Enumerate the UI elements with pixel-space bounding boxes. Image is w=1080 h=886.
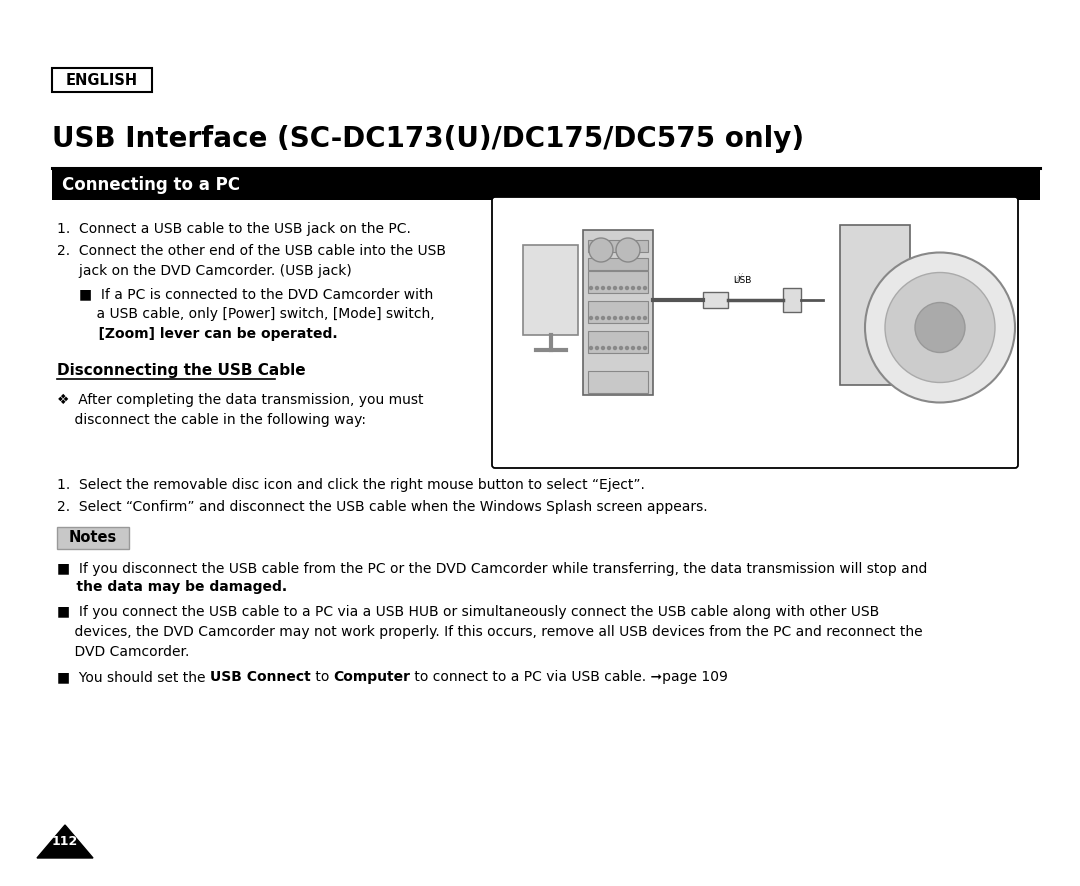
- Text: to: to: [311, 670, 334, 684]
- Text: USB Interface (SC-DC173(U)/DC175/DC575 only): USB Interface (SC-DC173(U)/DC175/DC575 o…: [52, 125, 805, 153]
- Circle shape: [644, 316, 647, 320]
- Text: ■  You should set the: ■ You should set the: [57, 670, 210, 684]
- Text: Disconnecting the USB Cable: Disconnecting the USB Cable: [57, 363, 306, 378]
- Text: [Zoom] lever can be operated.: [Zoom] lever can be operated.: [79, 327, 338, 341]
- Circle shape: [602, 316, 605, 320]
- Bar: [703, 292, 728, 308]
- Circle shape: [632, 346, 635, 349]
- Circle shape: [915, 302, 966, 353]
- Circle shape: [595, 316, 598, 320]
- Circle shape: [613, 316, 617, 320]
- FancyBboxPatch shape: [492, 197, 1018, 468]
- Bar: [588, 258, 648, 270]
- Bar: [588, 271, 648, 293]
- Circle shape: [637, 346, 640, 349]
- Circle shape: [865, 253, 1015, 402]
- Text: Notes: Notes: [69, 531, 117, 546]
- Circle shape: [637, 316, 640, 320]
- Circle shape: [644, 286, 647, 290]
- Text: 1.  Select the removable disc icon and click the right mouse button to select “E: 1. Select the removable disc icon and cl…: [57, 478, 645, 492]
- Circle shape: [589, 238, 613, 262]
- Text: disconnect the cable in the following way:: disconnect the cable in the following wa…: [57, 413, 366, 427]
- Bar: [52, 170, 1040, 200]
- Text: the data may be damaged.: the data may be damaged.: [57, 580, 287, 594]
- Text: USB Connect: USB Connect: [210, 670, 311, 684]
- Circle shape: [625, 346, 629, 349]
- Circle shape: [602, 286, 605, 290]
- Circle shape: [595, 346, 598, 349]
- Circle shape: [590, 286, 593, 290]
- Text: jack on the DVD Camcorder. (USB jack): jack on the DVD Camcorder. (USB jack): [57, 264, 352, 278]
- Text: 1.  Connect a USB cable to the USB jack on the PC.: 1. Connect a USB cable to the USB jack o…: [57, 222, 410, 236]
- Circle shape: [595, 286, 598, 290]
- Circle shape: [607, 286, 610, 290]
- Bar: [783, 288, 801, 312]
- Bar: [588, 331, 648, 353]
- Bar: [588, 301, 648, 323]
- Circle shape: [607, 316, 610, 320]
- Text: ■  If a PC is connected to the DVD Camcorder with: ■ If a PC is connected to the DVD Camcor…: [79, 287, 433, 301]
- Circle shape: [616, 238, 640, 262]
- Text: ❖  After completing the data transmission, you must: ❖ After completing the data transmission…: [57, 393, 423, 407]
- Circle shape: [644, 346, 647, 349]
- Circle shape: [885, 273, 995, 383]
- Circle shape: [590, 316, 593, 320]
- Text: ENGLISH: ENGLISH: [66, 73, 138, 88]
- Circle shape: [625, 286, 629, 290]
- Bar: [523, 245, 578, 335]
- Bar: [583, 230, 653, 395]
- Polygon shape: [37, 825, 93, 858]
- Text: 112: 112: [52, 835, 78, 848]
- Bar: [840, 225, 910, 385]
- Bar: [588, 371, 648, 393]
- Circle shape: [632, 286, 635, 290]
- Circle shape: [613, 286, 617, 290]
- Text: 2.  Connect the other end of the USB cable into the USB: 2. Connect the other end of the USB cabl…: [57, 244, 446, 258]
- Circle shape: [632, 316, 635, 320]
- Circle shape: [625, 316, 629, 320]
- Text: Connecting to a PC: Connecting to a PC: [62, 176, 240, 194]
- Bar: [57, 527, 129, 549]
- Circle shape: [620, 286, 622, 290]
- Text: ■  If you disconnect the USB cable from the PC or the DVD Camcorder while transf: ■ If you disconnect the USB cable from t…: [57, 562, 928, 576]
- Circle shape: [637, 286, 640, 290]
- Text: ☄: ☄: [733, 263, 743, 285]
- Circle shape: [607, 346, 610, 349]
- Text: 2.  Select “Confirm” and disconnect the USB cable when the Windows Splash screen: 2. Select “Confirm” and disconnect the U…: [57, 500, 707, 514]
- Circle shape: [613, 346, 617, 349]
- Circle shape: [620, 346, 622, 349]
- Circle shape: [602, 346, 605, 349]
- Text: Computer: Computer: [334, 670, 410, 684]
- Circle shape: [620, 316, 622, 320]
- Text: a USB cable, only [Power] switch, [Mode] switch,: a USB cable, only [Power] switch, [Mode]…: [79, 307, 434, 321]
- Text: to connect to a PC via USB cable. ➞page 109: to connect to a PC via USB cable. ➞page …: [410, 670, 728, 684]
- Text: ■  If you connect the USB cable to a PC via a USB HUB or simultaneously connect : ■ If you connect the USB cable to a PC v…: [57, 605, 879, 619]
- Bar: [588, 240, 648, 252]
- Text: DVD Camcorder.: DVD Camcorder.: [57, 645, 189, 659]
- Text: devices, the DVD Camcorder may not work properly. If this occurs, remove all USB: devices, the DVD Camcorder may not work …: [57, 625, 922, 639]
- Text: USB: USB: [733, 276, 752, 285]
- Bar: [52, 68, 152, 92]
- Circle shape: [590, 346, 593, 349]
